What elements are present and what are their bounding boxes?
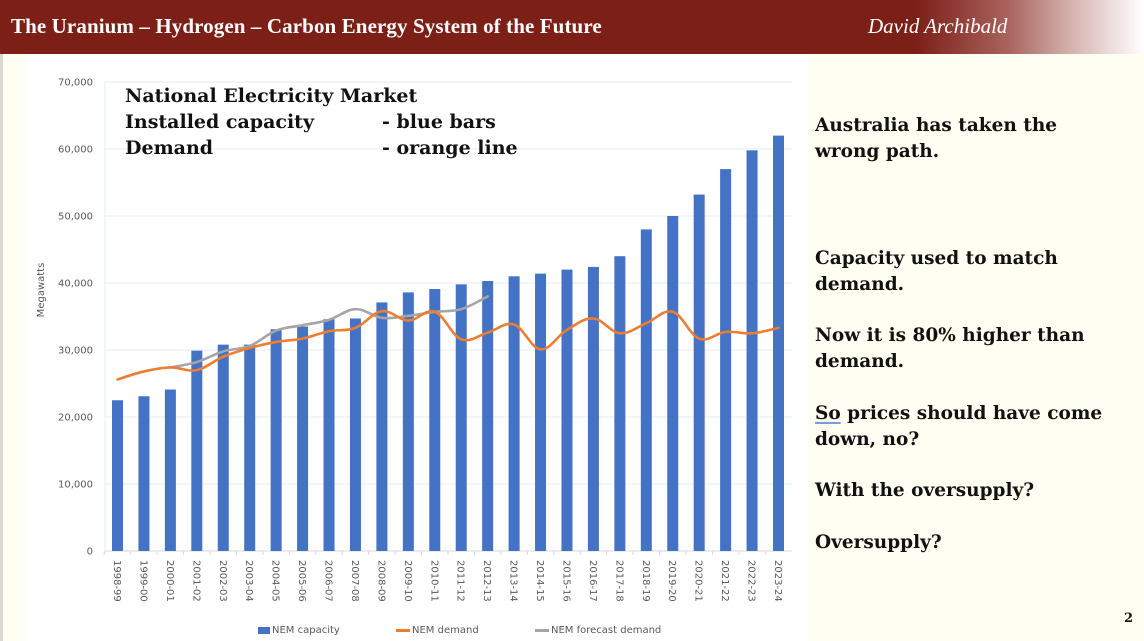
x-tick-label: 2001-02: [190, 560, 201, 602]
x-tick-label: 2021-22: [719, 560, 730, 602]
forecast-swatch: [535, 628, 549, 632]
chart-annotation: National Electricity Market Installed ca…: [125, 83, 518, 161]
y-axis-label: Megawatts: [36, 263, 47, 318]
title-bar: The Uranium – Hydrogen – Carbon Energy S…: [0, 0, 1144, 54]
x-tick-label: 2012-13: [481, 560, 492, 602]
capacity-bar: [773, 135, 784, 551]
legend-label: NEM capacity: [272, 624, 340, 636]
note-oversupply: Oversupply?: [815, 532, 942, 553]
note-80-percent: Now it is 80% higher than demand.: [815, 325, 1085, 372]
x-tick-label: 2002-03: [217, 560, 228, 602]
legend-label: NEM demand: [412, 624, 479, 636]
note-oversupply-question: With the oversupply?: [815, 480, 1035, 501]
capacity-bar: [720, 169, 732, 551]
capacity-bar: [455, 284, 467, 551]
x-tick-label: 2015-16: [560, 560, 571, 602]
y-tick-label: 0: [87, 547, 93, 558]
demand-lines: [116, 295, 780, 381]
capacity-bar: [614, 256, 626, 551]
x-tick-label: 2017-18: [613, 560, 624, 602]
capacity-bar: [402, 292, 414, 551]
capacity-bar: [270, 329, 282, 551]
x-tick-label: 2007-08: [349, 560, 360, 602]
y-tick-label: 10,000: [58, 480, 93, 491]
x-tick-label: 2004-05: [270, 560, 281, 602]
demand-line: [116, 309, 780, 381]
note-wrong-path: Australia has taken the wrong path.: [815, 115, 1058, 162]
demand-swatch: [396, 628, 410, 632]
capacity-bar: [164, 389, 176, 551]
note-prices: So prices should have come down, no?: [815, 401, 1102, 453]
capacity-bar: [482, 280, 494, 551]
capacity-bar: [217, 344, 229, 551]
x-tick-label: 1999-00: [137, 560, 148, 602]
page-number: 2: [1124, 611, 1134, 626]
x-tick-label: 2000-01: [164, 560, 175, 602]
capacity-bar: [376, 302, 388, 551]
capacity-bar: [297, 326, 309, 551]
x-tick-label: 2018-19: [640, 560, 651, 602]
capacity-bar: [693, 194, 705, 551]
capacity-bar: [429, 289, 441, 551]
note-capacity-match: Capacity used to match demand.: [815, 248, 1058, 295]
x-tick-label: 2020-21: [693, 560, 704, 602]
capacity-bar: [323, 319, 335, 551]
x-tick-label: 2016-17: [587, 560, 598, 602]
x-tick-label: 2009-10: [402, 560, 413, 602]
slide-title: The Uranium – Hydrogen – Carbon Energy S…: [11, 14, 602, 38]
y-tick-label: 40,000: [58, 279, 93, 290]
legend-item-demand: NEM demand: [396, 622, 479, 638]
y-axis-ticks: 0 10,000 20,000 30,000 40,000 50,000 60,000 70,…: [58, 78, 93, 558]
x-tick-label: 2013-14: [508, 560, 519, 602]
capacity-bar: [112, 400, 123, 551]
capacity-bar: [138, 396, 150, 551]
capacity-bar: [244, 344, 256, 551]
capacity-bar: [535, 273, 547, 551]
annotation-demand-label: Demand: [125, 137, 214, 159]
y-tick-label: 50,000: [58, 212, 93, 223]
legend-item-forecast: NEM forecast demand: [535, 622, 661, 638]
x-tick-label: 2019-20: [666, 560, 677, 602]
x-axis-ticks: 1998-99 1999-00 2000-01 2001-02 2002-03 2003-…: [103, 551, 783, 602]
capacity-bar: [561, 269, 573, 551]
annotation-capacity-key: - blue bars: [382, 111, 496, 133]
capacity-bar: [746, 150, 758, 551]
x-tick-label: 2014-15: [534, 560, 545, 602]
legend-item-capacity: NEM capacity: [258, 622, 340, 638]
capacity-bar: [667, 216, 679, 551]
x-tick-label: 2006-07: [323, 560, 334, 602]
y-tick-label: 30,000: [58, 346, 93, 357]
slide-left-border: [0, 54, 3, 641]
x-tick-label: 2011-12: [455, 560, 466, 602]
y-tick-label: 70,000: [58, 78, 93, 89]
capacity-bar: [587, 266, 599, 551]
x-tick-label: 2003-04: [243, 560, 254, 602]
x-tick-label: 1998-99: [111, 560, 122, 602]
y-tick-label: 60,000: [58, 145, 93, 156]
capacity-bars: [112, 135, 784, 551]
x-tick-label: 2023-24: [772, 560, 783, 602]
underlined-word: So: [815, 403, 841, 424]
capacity-bar: [640, 229, 652, 551]
legend-label: NEM forecast demand: [551, 624, 662, 636]
x-tick-label: 2008-09: [375, 560, 386, 602]
annotation-heading: National Electricity Market: [125, 85, 418, 107]
capacity-bar: [191, 350, 203, 551]
capacity-swatch: [258, 626, 270, 634]
capacity-bar: [349, 318, 361, 551]
annotation-capacity-label: Installed capacity: [125, 111, 314, 133]
note-prices-text: prices should have come down, no?: [815, 403, 1103, 450]
author-name: David Archibald: [868, 14, 1008, 38]
x-tick-label: 2005-06: [296, 560, 307, 602]
x-tick-label: 2022-23: [746, 560, 757, 602]
annotation-demand-key: - orange line: [382, 137, 518, 159]
x-tick-label: 2010-11: [428, 560, 439, 602]
y-tick-label: 20,000: [58, 413, 93, 424]
capacity-bar: [508, 276, 520, 551]
